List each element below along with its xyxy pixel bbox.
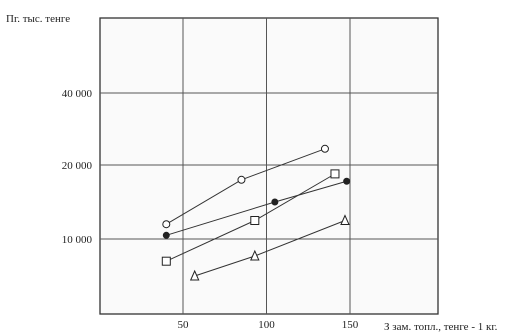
data-point [343,177,351,185]
grid-lines [100,18,438,314]
x-tick-label: 50 [178,319,190,331]
data-point [162,231,170,239]
x-tick-labels: 50 100 150 [178,319,359,331]
data-point [330,169,340,179]
data-point [162,220,171,229]
y-axis-label: Пг. тыс. тенге [6,13,70,25]
data-point [250,216,260,225]
data-point [237,175,246,184]
plot-area [99,17,439,315]
x-tick-label: 150 [342,319,359,331]
series-open-square [161,169,340,266]
data-point [250,249,260,261]
data-point [340,214,350,225]
series-filled-circle [162,177,351,239]
x-axis-label: З зам. топл., тенге - 1 кг. [384,321,498,333]
x-tick-label: 100 [258,319,275,331]
y-tick-label: 20 000 [62,160,93,172]
y-tick-label: 10 000 [62,234,93,246]
series-open-triangle [189,214,350,281]
y-tick-label: 40 000 [62,88,93,100]
data-point [161,256,171,266]
data-point [189,269,200,281]
y-tick-labels: 10 000 20 000 40 000 [62,88,93,246]
data-series [161,144,351,281]
series-open-circle [162,144,329,229]
data-point [320,144,329,153]
data-point [271,198,279,206]
